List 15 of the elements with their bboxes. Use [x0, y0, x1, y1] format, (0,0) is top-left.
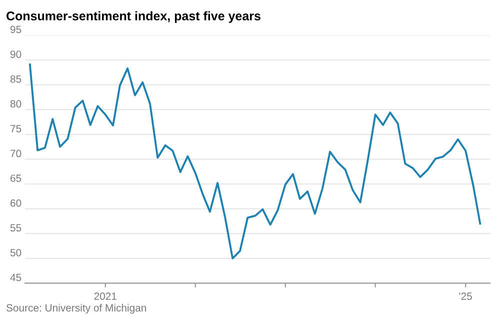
y-tick-label: 95: [10, 26, 22, 34]
x-tick-label: '25: [459, 292, 472, 300]
source-note: Source: University of Michigan: [6, 304, 146, 314]
y-tick-label: 55: [10, 224, 22, 232]
chart-title: Consumer-sentiment index, past five years: [6, 11, 260, 23]
y-tick-label: 70: [10, 150, 22, 158]
y-tick-label: 45: [10, 274, 22, 282]
y-tick-label: 80: [10, 100, 22, 108]
y-tick-label: 90: [10, 50, 22, 58]
y-tick-label: 65: [10, 174, 22, 182]
y-tick-label: 85: [10, 75, 22, 83]
y-tick-label: 75: [10, 125, 22, 132]
y-tick-label: 60: [10, 199, 22, 207]
x-tick-label: 2021: [94, 292, 116, 300]
y-tick-label: 50: [10, 248, 22, 256]
